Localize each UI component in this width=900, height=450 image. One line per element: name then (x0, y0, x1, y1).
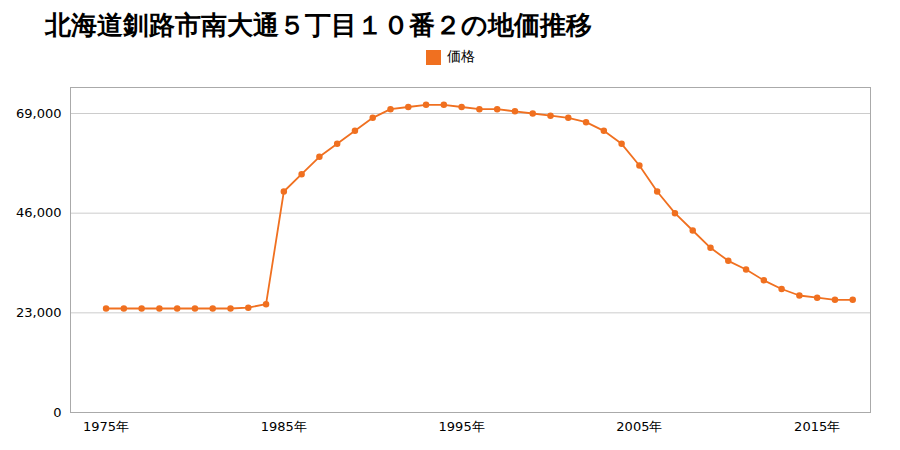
html-text:価格: 価格 (446, 48, 475, 64)
svg-text:1975年: 1975年 (83, 419, 129, 434)
svg-text:2005年: 2005年 (616, 419, 662, 434)
html-text:北海道釧路市南大通５丁目１０番２の地価推移: 北海道釧路市南大通５丁目１０番２の地価推移 (45, 10, 592, 40)
svg-text:2015年: 2015年 (794, 419, 840, 434)
svg-text:1985年: 1985年 (261, 419, 307, 434)
svg-text:1995年: 1995年 (439, 419, 485, 434)
svg-text:23,000: 23,000 (16, 305, 62, 320)
svg-text:46,000: 46,000 (16, 205, 62, 220)
svg-text:69,000: 69,000 (16, 106, 62, 121)
svg-text:0: 0 (53, 405, 61, 420)
